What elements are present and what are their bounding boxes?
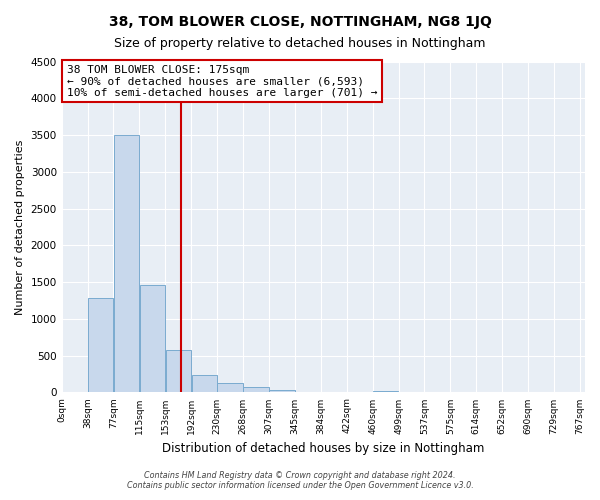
- Text: Size of property relative to detached houses in Nottingham: Size of property relative to detached ho…: [114, 38, 486, 51]
- Bar: [166, 350, 191, 393]
- Text: 38 TOM BLOWER CLOSE: 175sqm
← 90% of detached houses are smaller (6,593)
10% of : 38 TOM BLOWER CLOSE: 175sqm ← 90% of det…: [67, 65, 377, 98]
- Bar: [114, 135, 139, 392]
- Text: Contains HM Land Registry data © Crown copyright and database right 2024.
Contai: Contains HM Land Registry data © Crown c…: [127, 470, 473, 490]
- X-axis label: Distribution of detached houses by size in Nottingham: Distribution of detached houses by size …: [162, 442, 484, 455]
- Bar: [191, 375, 217, 392]
- Bar: [88, 298, 113, 392]
- Y-axis label: Number of detached properties: Number of detached properties: [15, 140, 25, 314]
- Bar: [140, 285, 165, 393]
- Bar: [244, 388, 269, 392]
- Bar: [217, 383, 243, 392]
- Bar: [269, 390, 295, 392]
- Text: 38, TOM BLOWER CLOSE, NOTTINGHAM, NG8 1JQ: 38, TOM BLOWER CLOSE, NOTTINGHAM, NG8 1J…: [109, 15, 491, 29]
